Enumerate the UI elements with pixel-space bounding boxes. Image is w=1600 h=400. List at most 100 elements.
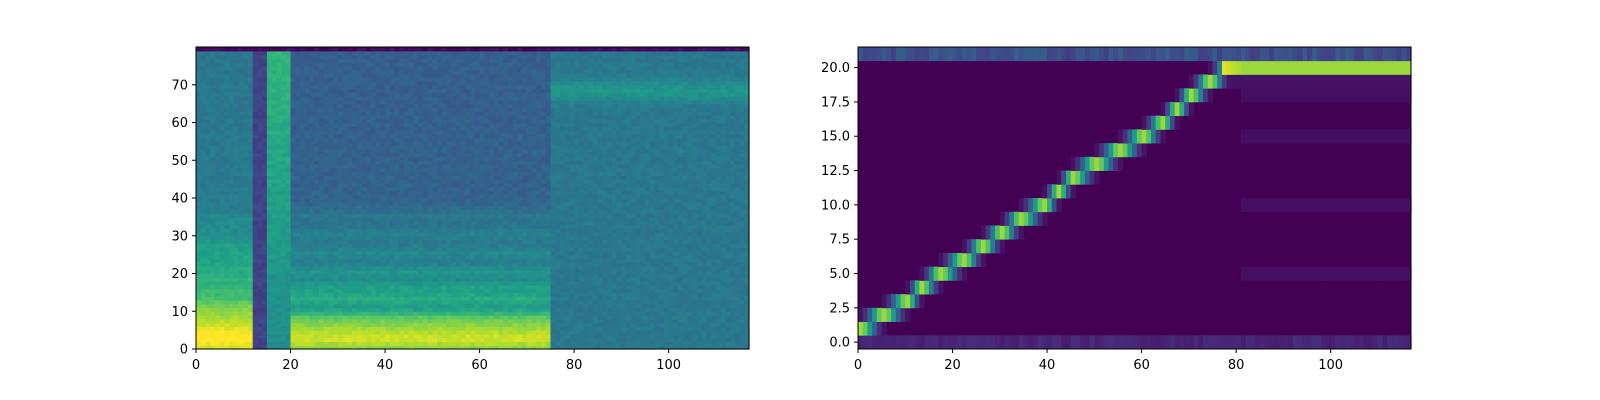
spectrogram-cell (422, 333, 429, 339)
spectrogram-cell (403, 201, 410, 207)
spectrogram-cell (422, 69, 429, 75)
spectrogram-cell (370, 262, 377, 267)
spectrogram-cell (333, 148, 339, 154)
spectrogram-cell (441, 228, 448, 233)
spectrogram-cell (318, 160, 325, 165)
spectrogram-cell (314, 292, 320, 297)
spectrogram-cell (385, 247, 391, 252)
spectrogram-cell (356, 137, 363, 142)
spectrogram-cell (389, 133, 396, 139)
spectrogram-cell (214, 303, 221, 309)
spectrogram-cell (375, 175, 381, 180)
spectrogram-cell (351, 179, 358, 184)
spectrogram-cell (304, 213, 311, 218)
spectrogram-cell (375, 167, 381, 173)
spectrogram-cell (413, 164, 419, 169)
spectrogram-cell (229, 65, 235, 71)
spectrogram-cell (361, 47, 367, 52)
spectrogram-cell (455, 243, 462, 248)
spectrogram-cell (418, 337, 424, 343)
spectrogram-cell (470, 73, 476, 78)
spectrogram-cell (479, 182, 485, 188)
spectrogram-cell (266, 103, 273, 109)
spectrogram-cell (470, 137, 476, 142)
spectrogram-cell (361, 92, 367, 97)
spectrogram-cell (347, 262, 353, 267)
spectrogram-cell (446, 311, 452, 316)
spectrogram-cell (309, 231, 315, 237)
spectrogram-cell (389, 315, 396, 320)
spectrogram-cell (233, 167, 240, 173)
spectrogram-cell (380, 54, 386, 59)
spectrogram-cell (333, 258, 339, 263)
spectrogram-cell (474, 137, 481, 142)
spectrogram-cell (243, 69, 249, 75)
spectrogram-cell (394, 277, 400, 282)
spectrogram-cell (451, 231, 457, 237)
spectrogram-cell (399, 156, 405, 161)
spectrogram-cell (318, 277, 325, 282)
spectrogram-cell (276, 216, 282, 222)
spectrogram-cell (266, 209, 273, 214)
spectrogram-cell (375, 273, 381, 278)
spectrogram-cell (229, 337, 235, 343)
spectrogram-cell (413, 258, 419, 263)
spectrogram-cell (252, 220, 259, 226)
spectrogram-cell (389, 73, 396, 78)
spectrogram-cell (337, 239, 344, 244)
spectrogram-cell (257, 84, 263, 90)
spectrogram-cell (295, 198, 301, 203)
spectrogram-cell (224, 160, 230, 165)
spectrogram-cell (276, 62, 282, 67)
spectrogram-cell (418, 228, 424, 233)
spectrogram-cell (394, 333, 400, 339)
spectrogram-cell (271, 88, 277, 93)
spectrogram-cell (446, 96, 452, 101)
spectrogram-cell (323, 122, 329, 127)
spectrogram-cell (479, 284, 485, 290)
spectrogram-cell (342, 65, 348, 71)
spectrogram-cell (418, 126, 424, 131)
spectrogram-cell (285, 296, 292, 301)
spectrogram-cell (238, 326, 244, 331)
spectrogram-cell (328, 254, 334, 260)
spectrogram-cell (375, 296, 381, 301)
spectrogram-cell (299, 130, 306, 135)
spectrogram-cell (295, 205, 301, 210)
spectrogram-cell (323, 69, 329, 75)
spectrogram-cell (418, 133, 424, 139)
spectrogram-cell (342, 160, 348, 165)
spectrogram-cell (285, 133, 292, 139)
spectrogram-cell (266, 333, 273, 339)
spectrogram-cell (285, 326, 292, 331)
spectrogram-cell (399, 96, 405, 101)
spectrogram-cell (422, 156, 429, 161)
spectrogram-cell (342, 111, 348, 116)
spectrogram-cell (290, 330, 296, 335)
spectrogram-cell (290, 111, 296, 116)
spectrogram-cell (323, 118, 329, 124)
spectrogram-cell (210, 118, 216, 124)
spectrogram-cell (460, 296, 467, 301)
spectrogram-cell (224, 156, 230, 161)
spectrogram-cell (285, 175, 292, 180)
spectrogram-cell (432, 273, 438, 278)
spectrogram-cell (441, 50, 448, 56)
spectrogram-cell (347, 84, 353, 90)
spectrogram-cell (389, 50, 396, 56)
spectrogram-cell (451, 73, 457, 78)
spectrogram-cell (229, 318, 235, 324)
spectrogram-cell (309, 118, 315, 124)
spectrogram-cell (214, 182, 221, 188)
spectrogram-cell (370, 92, 377, 97)
spectrogram-cell (309, 216, 315, 222)
spectrogram-cell (413, 224, 419, 229)
spectrogram-cell (285, 194, 292, 199)
spectrogram-cell (361, 209, 367, 214)
spectrogram-cell (375, 265, 381, 271)
spectrogram-cell (328, 326, 334, 331)
spectrogram-cell (243, 311, 249, 316)
spectrogram-cell (470, 69, 476, 75)
spectrogram-cell (314, 103, 320, 109)
